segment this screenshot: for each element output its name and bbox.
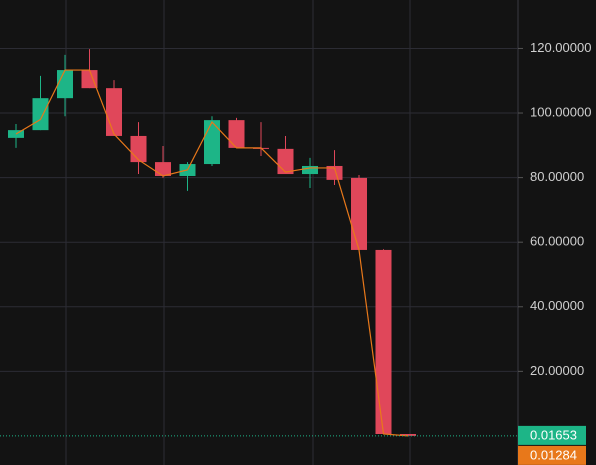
candle-body (106, 88, 122, 136)
candle-body (130, 135, 147, 163)
candle-body (81, 70, 98, 89)
price-tag-label: 0.01284 (530, 447, 577, 462)
candle-body (57, 70, 73, 99)
candle-body (400, 434, 416, 436)
y-tick-label: 60.00000 (530, 234, 584, 249)
y-tick-label: 100.00000 (530, 104, 591, 119)
candle-body (277, 148, 294, 175)
candle-body (326, 165, 343, 180)
candle-body (204, 120, 220, 165)
price-tag-label: 0.01653 (530, 427, 577, 442)
price-tag (518, 445, 586, 465)
y-tick-label: 40.00000 (530, 298, 584, 313)
y-tick-label: 80.00000 (530, 169, 584, 184)
candle-body (302, 165, 318, 175)
candle-body (155, 162, 171, 176)
y-tick-label: 120.00000 (530, 40, 591, 55)
y-tick-label: 20.00000 (530, 363, 584, 378)
candle-body (228, 120, 245, 148)
candle-body (351, 177, 367, 250)
candle-body (32, 98, 49, 131)
candle-body (375, 249, 392, 434)
line (15, 69, 409, 437)
price-tag (518, 425, 586, 445)
